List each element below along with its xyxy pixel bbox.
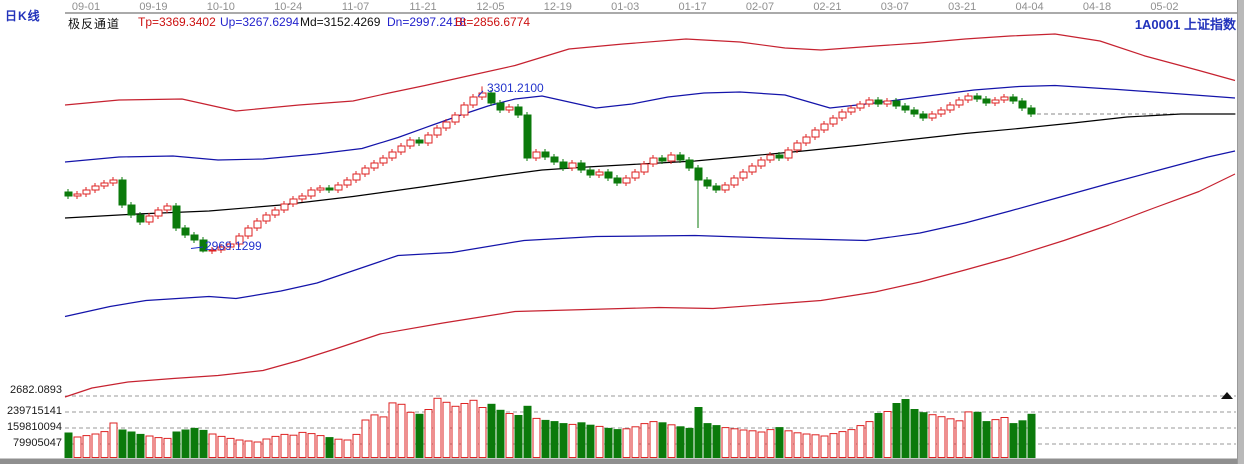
date-tick: 09-01 [71,1,101,13]
date-tick: 03-07 [880,1,909,13]
date-tick: 01-17 [678,1,707,13]
date-tick: 04-18 [1082,1,1112,13]
date-tick: 10-10 [206,1,235,13]
date-tick: 12-05 [476,1,505,13]
horizontal-scrollbar[interactable] [0,458,1244,464]
vertical-scrollbar[interactable] [1237,0,1244,464]
trough-price-annotation: 2969.1299 [205,239,262,253]
indicator-value-dn: Dn=2997.2418 [387,15,467,29]
volume-axis-label-2: 159810094 [6,421,62,433]
date-tick: 11-07 [341,1,370,13]
date-tick: 02-21 [813,1,842,13]
symbol-code: 1A0001 [1134,17,1181,32]
symbol-name: 上证指数 [1183,17,1236,32]
peak-price-annotation: 3301.2100 [487,81,544,95]
kline-type-label: 日K线 [5,9,41,23]
date-tick: 09-19 [139,1,168,13]
price-axis-label: 2682.0893 [10,384,62,396]
indicator-name-label: 极反通道 [68,17,121,31]
indicator-value-bt: Bt=2856.6774 [455,15,531,29]
date-tick: 03-21 [948,1,977,13]
date-tick: 10-24 [274,1,303,13]
indicator-value-md: Md=3152.4269 [300,15,381,29]
volume-axis-label-1: 239715141 [6,405,62,417]
date-tick: 05-02 [1150,1,1179,13]
volume-axis-label-3: 79905047 [13,437,62,449]
indicator-value-up: Up=3267.6294 [220,15,300,29]
date-tick: 01-03 [611,1,640,13]
indicator-value-tp: Tp=3369.3402 [138,15,216,29]
date-tick: 12-19 [543,1,572,13]
date-tick: 11-21 [409,1,437,13]
symbol-label: 1A0001 上证指数 [1108,14,1236,33]
date-tick: 02-07 [745,1,775,13]
date-tick: 04-04 [1015,1,1044,13]
